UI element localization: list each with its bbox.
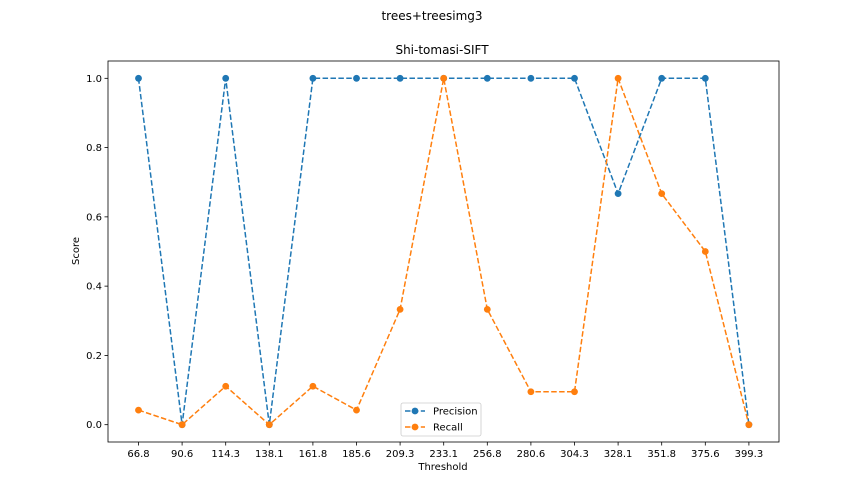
recall-point [353, 406, 360, 414]
recall-point [745, 421, 753, 429]
y-axis: 0.0 0.2 0.4 0.6 0.8 1.0 [86, 74, 108, 431]
recall-point [527, 388, 535, 396]
y-axis-label: Score [71, 237, 82, 265]
precision-point [571, 74, 578, 82]
y-tick-label: 0.4 [86, 282, 102, 293]
legend-recall-marker [411, 423, 419, 431]
x-tick-label: 185.6 [342, 449, 371, 460]
recall-point [265, 421, 273, 429]
x-tick-label: 304.3 [560, 449, 589, 460]
x-tick-label: 138.1 [255, 449, 284, 460]
x-tick-label: 280.6 [517, 449, 546, 460]
recall-point [440, 74, 448, 82]
legend-recall-label: Recall [433, 423, 463, 434]
precision-point [701, 74, 709, 82]
x-tick-label: 399.3 [735, 449, 764, 460]
precision-point [658, 74, 666, 82]
x-tick-label: 90.6 [171, 449, 193, 460]
recall-point [658, 190, 666, 198]
legend: Precision Recall [400, 402, 482, 437]
precision-point [396, 74, 404, 82]
x-axis-label: Threshold [417, 462, 467, 473]
x-axis: 66.8 90.6 114.3 138.1 161.8 185.6 209.3 233.1 25… [127, 442, 763, 460]
recall-point [483, 305, 491, 313]
y-tick-label: 1.0 [86, 74, 102, 85]
x-tick-label: 66.8 [127, 449, 149, 460]
x-tick-label: 114.3 [211, 449, 240, 460]
precision-point [527, 74, 535, 82]
recall-point [701, 248, 709, 255]
figure-suptitle: trees+treesimg3 [381, 9, 482, 23]
precision-point [353, 74, 360, 82]
y-tick-label: 0.8 [86, 143, 102, 154]
y-tick-label: 0.6 [86, 212, 102, 223]
x-tick-label: 351.8 [647, 449, 676, 460]
chart-title: Shi-tomasi-SIFT [395, 43, 489, 57]
recall-point [309, 382, 317, 390]
x-tick-label: 233.1 [429, 449, 458, 460]
series-layer [135, 74, 753, 429]
y-tick-label: 0.2 [86, 351, 102, 362]
precision-point [309, 74, 317, 82]
recall-point [135, 406, 142, 414]
recall-point [178, 421, 186, 429]
x-tick-label: 209.3 [386, 449, 415, 460]
precision-point [222, 74, 230, 82]
x-tick-label: 161.8 [299, 449, 328, 460]
plot-area [107, 60, 780, 443]
legend-precision-marker [411, 407, 419, 415]
x-tick-label: 256.8 [473, 449, 502, 460]
x-tick-label: 328.1 [604, 449, 633, 460]
recall-line [138, 78, 750, 426]
precision-point [483, 74, 491, 82]
precision-point [135, 74, 142, 82]
legend-precision-label: Precision [433, 407, 478, 418]
x-tick-label: 375.6 [691, 449, 720, 460]
recall-point [222, 382, 230, 390]
recall-point [614, 74, 622, 82]
precision-point [614, 190, 622, 198]
recall-point [396, 305, 404, 313]
recall-point [571, 388, 578, 396]
y-tick-label: 0.0 [86, 420, 102, 431]
